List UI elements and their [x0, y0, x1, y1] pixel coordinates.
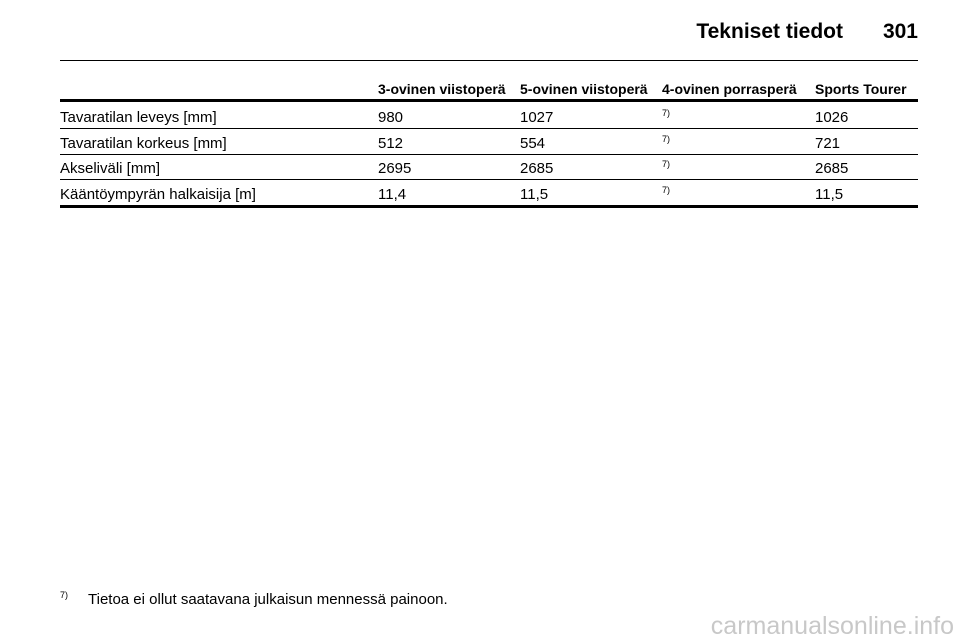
row-rule: [60, 205, 918, 208]
table-cell: 554: [520, 135, 546, 152]
footnote-text: Tietoa ei ollut saatavana julkaisun menn…: [88, 591, 448, 608]
column-header: 4-ovinen porrasperä: [662, 81, 797, 97]
row-rule: [60, 128, 918, 129]
column-header: 5-ovinen viistoperä: [520, 81, 648, 97]
table-cell: 721: [815, 135, 841, 152]
row-label: Tavaratilan korkeus [mm]: [60, 135, 227, 152]
table-cell: 2685: [520, 160, 554, 177]
table-cell: 1027: [520, 109, 554, 126]
header-title: Tekniset tiedot: [696, 20, 843, 43]
column-header: Sports Tourer: [815, 81, 907, 97]
footnote-ref: 7): [662, 185, 671, 195]
watermark: carmanualsonline.info: [710, 612, 954, 640]
row-label: Akseliväli [mm]: [60, 160, 161, 177]
footnote-marker: 7): [60, 590, 69, 600]
footnote-ref: 7): [662, 108, 671, 118]
footnote-ref: 7): [662, 159, 671, 169]
table-cell: 11,5: [815, 186, 844, 203]
table-cell: 2685: [815, 160, 849, 177]
page-number: 301: [882, 20, 918, 43]
table-cell: 1026: [815, 109, 849, 126]
table-cell: 11,4: [378, 186, 407, 203]
footnote-ref: 7): [662, 134, 671, 144]
table-cell: 512: [378, 135, 404, 152]
table-cell: 980: [378, 109, 404, 126]
row-label: Tavaratilan leveys [mm]: [60, 109, 217, 126]
row-rule: [60, 179, 918, 180]
column-header: 3-ovinen viistoperä: [378, 81, 506, 97]
table-header-rule: [60, 99, 918, 102]
header-rule: [60, 60, 918, 61]
table-cell: 2695: [378, 160, 412, 177]
table-cell: 11,5: [520, 186, 549, 203]
row-rule: [60, 154, 918, 155]
row-label: Kääntöympyrän halkaisija [m]: [60, 186, 256, 203]
